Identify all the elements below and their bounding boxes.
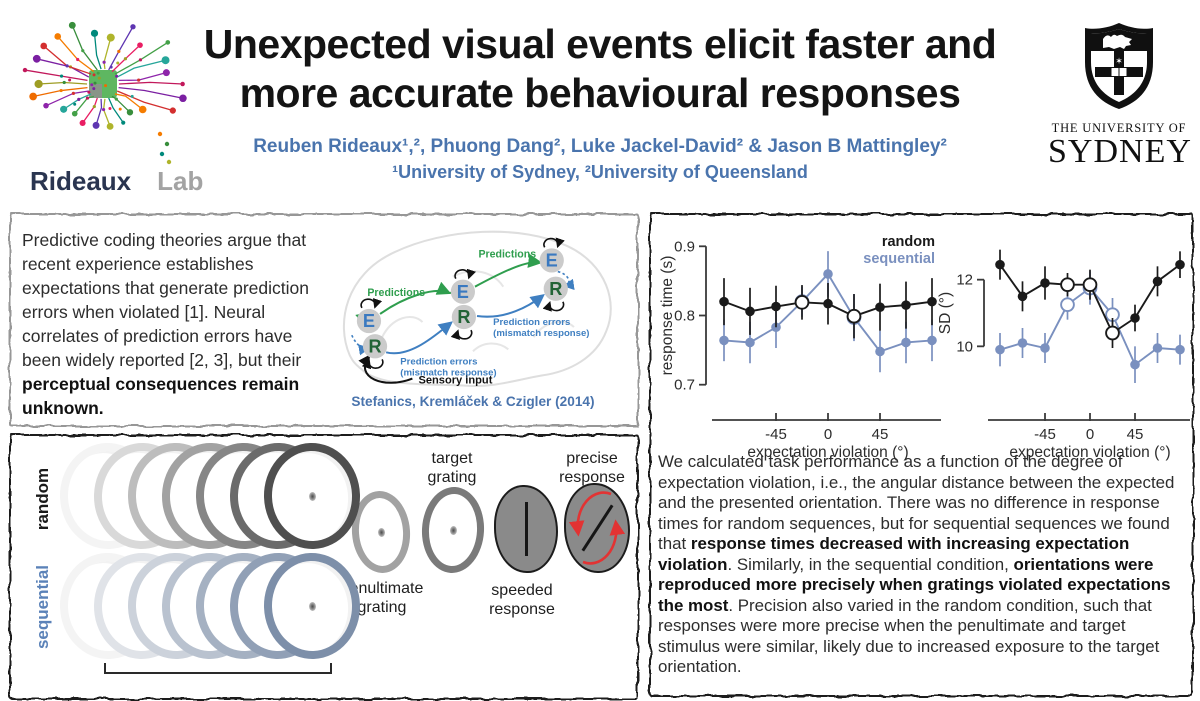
- speeded-response-stimulus: [494, 485, 558, 573]
- intro-panel: Predictive coding theories argue that re…: [8, 212, 640, 428]
- usyd-text-line2: SYDNEY: [1048, 133, 1192, 170]
- errors-arrow-upper: [476, 294, 545, 318]
- svg-text:SD (°): SD (°): [938, 292, 954, 334]
- svg-text:(mismatch response): (mismatch response): [493, 328, 589, 339]
- fixation-dot: [449, 525, 458, 536]
- authors-line: Reuben Rideaux¹,², Phuong Dang², Luke Ja…: [253, 136, 947, 157]
- brain-outline: [342, 230, 612, 388]
- errors-label-lower: Prediction errors (mismatch response): [400, 356, 496, 378]
- title-line-2: more accurate behavioural responses: [239, 70, 961, 116]
- svg-text:expectation violation (°): expectation violation (°): [1009, 444, 1170, 461]
- svg-text:10: 10: [956, 338, 973, 355]
- svg-text:0.9: 0.9: [674, 238, 695, 255]
- svg-text:R: R: [549, 279, 562, 299]
- svg-text:Prediction errors: Prediction errors: [493, 317, 570, 328]
- precise-response-stimulus: [564, 483, 630, 573]
- sensory-input-label: Sensory input: [418, 375, 492, 387]
- speeded-response-label: speeded response: [489, 582, 555, 618]
- title-line-1: Unexpected visual events elicit faster a…: [203, 21, 997, 67]
- svg-text:R: R: [368, 336, 381, 356]
- grating-sequence-random: [58, 441, 400, 551]
- grating-sequence-sequential: [58, 551, 400, 661]
- poster-title: Unexpected visual events elicit faster a…: [165, 20, 1035, 118]
- svg-text:12: 12: [956, 272, 973, 289]
- precise-response-label: precise response: [559, 450, 625, 486]
- fixation-dot: [308, 601, 317, 612]
- target-grating-stimulus: [419, 485, 487, 575]
- fixation-dot: [308, 491, 317, 502]
- self-loop-arrows: [360, 237, 565, 370]
- errors-label-upper: Prediction errors (mismatch response): [493, 317, 589, 339]
- svg-text:0: 0: [1086, 426, 1094, 443]
- svg-text:0.8: 0.8: [674, 308, 695, 325]
- errors-arrow-lower: [385, 321, 453, 355]
- svg-text:✶: ✶: [1115, 56, 1123, 66]
- lab-word-secondary: Lab: [157, 166, 204, 196]
- svg-text:expectation violation (°): expectation violation (°): [747, 444, 908, 461]
- node-circles: [356, 248, 568, 359]
- university-of-sydney-logo: ✶ ✶ ✶ ✶ THE UNIVERSITY OF SYDNEY: [1048, 22, 1192, 171]
- row-label-sequential: sequential: [33, 564, 52, 650]
- svg-text:✶: ✶: [1115, 84, 1123, 94]
- svg-text:R: R: [457, 307, 470, 327]
- results-panel: 0.7 0.8 0.9 response time (s) -45 0 45 expectat…: [648, 212, 1195, 698]
- penultimate-grating-label: penultimate grating: [340, 580, 424, 616]
- fixation-dot: [377, 527, 386, 538]
- predictions-label-lower: Predictions: [367, 287, 425, 299]
- svg-text:45: 45: [1127, 426, 1144, 443]
- svg-text:0.7: 0.7: [674, 377, 695, 394]
- lab-word-primary: Rideaux: [30, 166, 132, 196]
- svg-text:response time (s): response time (s): [659, 256, 676, 376]
- svg-text:-45: -45: [1034, 426, 1056, 443]
- svg-text:random: random: [882, 234, 935, 250]
- svg-text:-45: -45: [765, 426, 787, 443]
- predictive-coding-brain-diagram: E E E R R R Predictions Predictions Pred…: [342, 230, 612, 409]
- svg-text:E: E: [363, 311, 375, 331]
- svg-text:Prediction errors: Prediction errors: [400, 356, 477, 367]
- sequence-bracket: [104, 663, 332, 674]
- lab-wordmark: Rideaux Lab: [30, 166, 203, 197]
- brain-circuit-icon: [22, 21, 187, 165]
- response-bar: [524, 502, 528, 556]
- svg-text:E: E: [546, 250, 558, 270]
- svg-text:E: E: [457, 282, 469, 302]
- svg-text:45: 45: [872, 426, 889, 443]
- node-letters: E E E R R R: [363, 250, 562, 356]
- usyd-text-line1: THE UNIVERSITY OF: [1051, 121, 1187, 135]
- svg-text:✶: ✶: [1099, 68, 1107, 78]
- predictions-arrow-lower: [379, 281, 452, 315]
- target-grating-label: target grating: [427, 450, 477, 486]
- svg-text:sequential: sequential: [863, 251, 935, 267]
- svg-text:(mismatch response): (mismatch response): [400, 368, 496, 379]
- rideaux-lab-logo: Rideaux Lab: [8, 18, 208, 198]
- affiliations-line: ¹University of Sydney, ²University of Qu…: [392, 162, 808, 182]
- predictions-label-upper: Predictions: [478, 248, 536, 260]
- svg-text:0: 0: [824, 426, 832, 443]
- experiment-design-panel: random sequential target grating precise r…: [8, 433, 640, 701]
- usyd-shield-icon: ✶ ✶ ✶ ✶: [1085, 23, 1153, 109]
- svg-text:✶: ✶: [1131, 68, 1139, 78]
- predictions-arrow-upper: [474, 253, 543, 288]
- diagram-citation: Stefanics, Kremláček & Czigler (2014): [351, 394, 594, 409]
- intro-text: Predictive coding theories argue that re…: [22, 230, 309, 418]
- rotation-arrows-icon: [568, 491, 626, 565]
- results-text: We calculated task performance as a func…: [658, 452, 1175, 676]
